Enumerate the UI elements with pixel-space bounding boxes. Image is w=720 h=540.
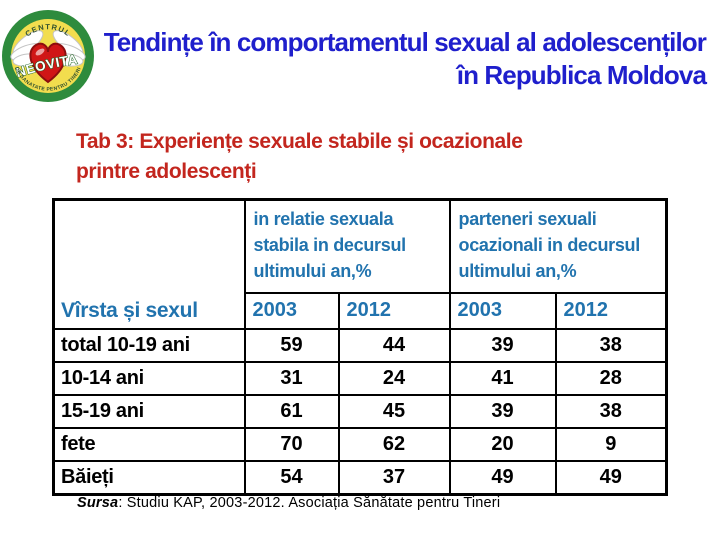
data-table: Vîrsta și sexul in relatie sexuala stabi… bbox=[52, 198, 669, 496]
slide-title-line2: în Republica Moldova bbox=[456, 60, 707, 90]
source-label: Sursa bbox=[77, 495, 119, 511]
year-header-row: 2003 2012 2003 2012 bbox=[54, 292, 668, 330]
cell-value: 39 bbox=[448, 394, 557, 429]
table-caption-line2: printre adolescenți bbox=[76, 160, 257, 183]
slide-title: Tendințe în comportamentul sexual al ado… bbox=[86, 26, 707, 92]
table-row: Băieți 54 37 49 49 bbox=[52, 460, 668, 496]
cell-value: 9 bbox=[554, 427, 668, 462]
slide-title-line1: Tendințe în comportamentul sexual al ado… bbox=[103, 27, 707, 57]
table-row: fete 70 62 20 9 bbox=[52, 427, 668, 462]
cell-value: 62 bbox=[337, 427, 451, 462]
group-header-stable: in relatie sexuala stabila in decursul u… bbox=[243, 198, 451, 294]
table-caption-line1: Tab 3: Experiențe sexuale stabile și oca… bbox=[76, 130, 523, 153]
source-text: : Studiu KAP, 2003-2012. Asociația Sănăt… bbox=[118, 495, 501, 511]
row-label: total 10-19 ani bbox=[52, 328, 246, 363]
cell-value: 38 bbox=[554, 328, 668, 363]
group-header-occasional: parteneri sexuali ocazionali in decursul… bbox=[448, 198, 668, 294]
cell-value: 39 bbox=[448, 328, 557, 363]
cell-value: 44 bbox=[337, 328, 451, 363]
row-label: Băieți bbox=[52, 460, 246, 496]
cell-value: 24 bbox=[337, 361, 451, 396]
cell-value: 61 bbox=[243, 394, 340, 429]
year-header: 2003 bbox=[448, 292, 557, 330]
year-header: 2012 bbox=[337, 292, 451, 330]
neovita-logo: CENTRUL NEOVITA DE SANATATE PENTRU TINER… bbox=[1, 3, 101, 105]
year-header: 2012 bbox=[554, 292, 668, 330]
cell-value: 38 bbox=[554, 394, 668, 429]
row-label: 15-19 ani bbox=[52, 394, 246, 429]
neovita-logo-icon: CENTRUL NEOVITA DE SANATATE PENTRU TINER… bbox=[2, 10, 94, 102]
cell-value: 20 bbox=[448, 427, 557, 462]
table-row: 10-14 ani 31 24 41 28 bbox=[52, 361, 668, 396]
cell-value: 37 bbox=[337, 460, 451, 496]
cell-value: 70 bbox=[243, 427, 340, 462]
row-label: fete bbox=[52, 427, 246, 462]
cell-value: 31 bbox=[243, 361, 340, 396]
cell-value: 41 bbox=[448, 361, 557, 396]
cell-value: 59 bbox=[243, 328, 340, 363]
table-row: total 10-19 ani 59 44 39 38 bbox=[52, 328, 668, 363]
table-caption: Tab 3: Experiențe sexuale stabile și oca… bbox=[76, 127, 523, 187]
cell-value: 49 bbox=[448, 460, 557, 496]
table-row: 15-19 ani 61 45 39 38 bbox=[52, 394, 668, 429]
year-header: 2003 bbox=[243, 292, 340, 330]
cell-value: 54 bbox=[243, 460, 340, 496]
cell-value: 45 bbox=[337, 394, 451, 429]
group-header-row: Vîrsta și sexul in relatie sexuala stabi… bbox=[52, 198, 668, 330]
cell-value: 28 bbox=[554, 361, 668, 396]
cell-value: 49 bbox=[554, 460, 668, 496]
corner-header: Vîrsta și sexul bbox=[52, 198, 246, 330]
source-note: Sursa: Studiu KAP, 2003-2012. Asociația … bbox=[77, 495, 500, 511]
row-label: 10-14 ani bbox=[52, 361, 246, 396]
